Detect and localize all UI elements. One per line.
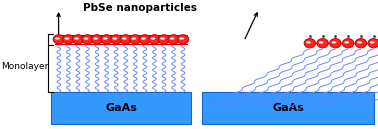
Ellipse shape (330, 39, 341, 48)
Ellipse shape (158, 35, 170, 44)
Bar (202, 92, 374, 124)
Text: Monolayer: Monolayer (1, 62, 48, 71)
Ellipse shape (344, 41, 349, 44)
Ellipse shape (370, 41, 375, 44)
Ellipse shape (55, 37, 60, 40)
Ellipse shape (122, 37, 127, 40)
Text: GaAs: GaAs (272, 103, 304, 113)
Ellipse shape (357, 41, 362, 44)
Ellipse shape (177, 35, 189, 44)
Bar (51, 92, 191, 124)
Ellipse shape (170, 37, 175, 40)
Ellipse shape (53, 35, 65, 44)
Ellipse shape (304, 39, 316, 48)
Ellipse shape (72, 35, 84, 44)
Text: PbSe nanoparticles: PbSe nanoparticles (83, 3, 197, 13)
Ellipse shape (160, 37, 165, 40)
Ellipse shape (342, 39, 354, 48)
Ellipse shape (306, 41, 311, 44)
Ellipse shape (179, 37, 184, 40)
Ellipse shape (168, 35, 179, 44)
Ellipse shape (82, 35, 93, 44)
Ellipse shape (120, 35, 132, 44)
Ellipse shape (332, 41, 336, 44)
Ellipse shape (93, 37, 98, 40)
Ellipse shape (65, 37, 70, 40)
Ellipse shape (319, 41, 324, 44)
Ellipse shape (91, 35, 103, 44)
Ellipse shape (368, 39, 378, 48)
Ellipse shape (74, 37, 79, 40)
Ellipse shape (84, 37, 88, 40)
Ellipse shape (317, 39, 328, 48)
Ellipse shape (63, 35, 74, 44)
Ellipse shape (355, 39, 367, 48)
Ellipse shape (130, 35, 141, 44)
Text: GaAs: GaAs (105, 103, 137, 113)
Ellipse shape (139, 35, 150, 44)
Ellipse shape (132, 37, 136, 40)
Ellipse shape (103, 37, 108, 40)
Ellipse shape (110, 35, 122, 44)
Ellipse shape (150, 37, 155, 40)
Ellipse shape (141, 37, 146, 40)
Ellipse shape (101, 35, 112, 44)
Ellipse shape (149, 35, 160, 44)
Ellipse shape (112, 37, 117, 40)
